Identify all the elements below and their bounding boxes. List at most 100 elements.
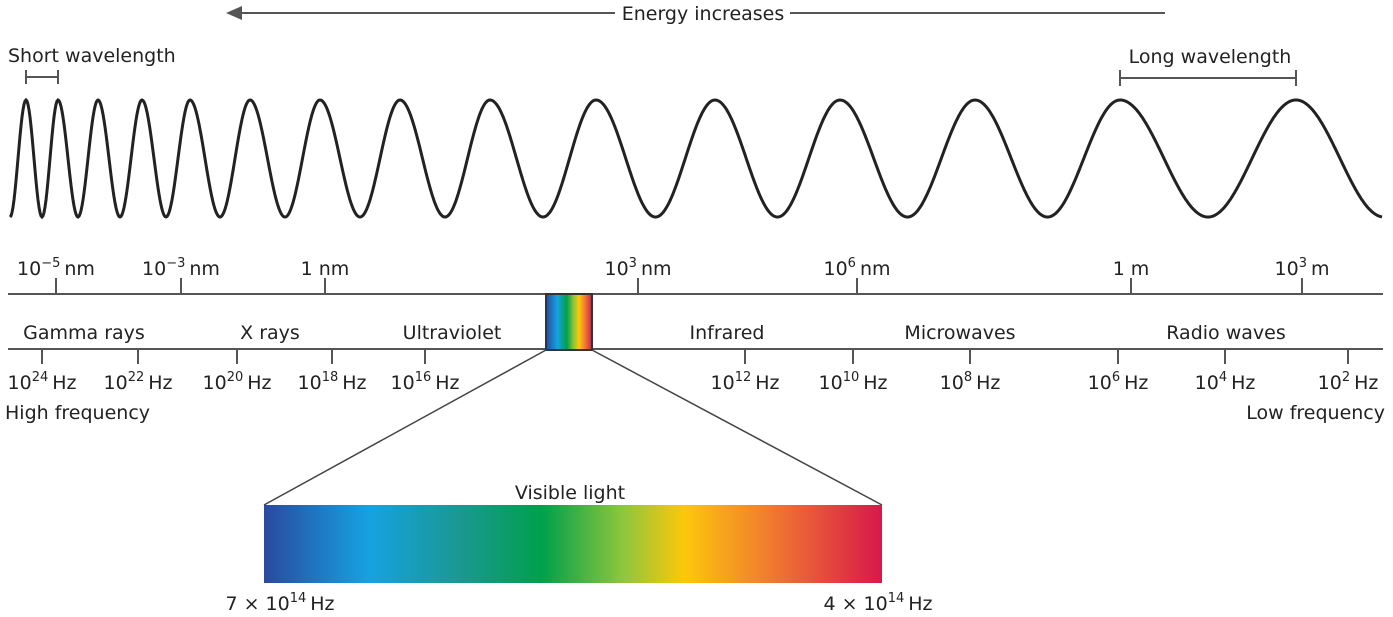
label: 1022 Hz [104, 370, 173, 394]
arrow-head [226, 6, 242, 20]
label: 4 × 1014 Hz [823, 591, 932, 615]
label: 1024 Hz [8, 370, 77, 394]
base: 10 [1088, 372, 1112, 394]
exponent: 4 [1219, 370, 1227, 385]
label: 106 nm [823, 256, 890, 280]
band-label: Microwaves [904, 322, 1015, 344]
base: 10 [604, 258, 628, 280]
label: 1016 Hz [391, 370, 460, 394]
exponent: 6 [848, 256, 856, 271]
unit: nm [641, 258, 672, 280]
exponent: 18 [322, 370, 339, 385]
label: 10−5 nm [17, 256, 95, 280]
base: 10 [298, 372, 322, 394]
base: 10 [391, 372, 415, 394]
exponent: 3 [1299, 256, 1307, 271]
base: 10 [266, 593, 290, 615]
band-label: Radio waves [1166, 322, 1285, 344]
low-frequency: Low frequency [1246, 402, 1385, 424]
base: 10 [1318, 372, 1342, 394]
label: 103 m [1275, 256, 1330, 280]
band-label: Ultraviolet [403, 322, 502, 344]
exponent: 10 [843, 370, 860, 385]
unit: nm [319, 258, 350, 280]
base: 10 [203, 372, 227, 394]
wave [8, 97, 1383, 220]
label: 104 Hz [1195, 370, 1256, 394]
label: 103 nm [604, 256, 671, 280]
exponent: 14 [290, 591, 307, 606]
visible-title: Visible light [515, 482, 625, 504]
unit: Hz [247, 372, 271, 394]
base: 10 [104, 372, 128, 394]
base: 10 [1195, 372, 1219, 394]
energy-label: Energy increases [622, 3, 785, 25]
unit: Hz [435, 372, 459, 394]
label: 106 Hz [1088, 370, 1149, 394]
label: 1010 Hz [819, 370, 888, 394]
visible-spectrum [264, 505, 882, 583]
unit: Hz [148, 372, 172, 394]
bracket [25, 70, 59, 84]
exponent: 8 [964, 370, 972, 385]
unit: nm [189, 258, 220, 280]
base: 10 [8, 372, 32, 394]
bracket [1119, 70, 1297, 86]
coefficient: 7 × [225, 593, 259, 615]
exponent: 12 [735, 370, 752, 385]
zoom-line [263, 349, 547, 506]
unit: m [1311, 258, 1330, 280]
base: 10 [142, 258, 166, 280]
high-frequency: High frequency [5, 402, 150, 424]
exponent: 2 [1342, 370, 1350, 385]
unit: Hz [976, 372, 1000, 394]
unit: m [1131, 258, 1150, 280]
exponent: 6 [1112, 370, 1120, 385]
visible-band [545, 293, 593, 351]
short-wavelength-label: Short wavelength [8, 45, 176, 67]
base: 10 [940, 372, 964, 394]
unit: Hz [342, 372, 366, 394]
exponent: 16 [415, 370, 432, 385]
unit: Hz [310, 593, 334, 615]
label: 1018 Hz [298, 370, 367, 394]
coefficient: 4 × [823, 593, 857, 615]
unit: Hz [52, 372, 76, 394]
label: 102 Hz [1318, 370, 1379, 394]
unit: Hz [1231, 372, 1255, 394]
exponent: 20 [227, 370, 244, 385]
exponent: 24 [32, 370, 49, 385]
base: 10 [17, 258, 41, 280]
label: 1020 Hz [203, 370, 272, 394]
exponent: 22 [128, 370, 145, 385]
zoom-line [591, 349, 883, 506]
unit: Hz [755, 372, 779, 394]
unit: Hz [863, 372, 887, 394]
exponent: −5 [41, 256, 60, 271]
base: 10 [819, 372, 843, 394]
band-label: Infrared [690, 322, 765, 344]
label: 1012 Hz [711, 370, 780, 394]
label: 108 Hz [940, 370, 1001, 394]
base: 1 [1113, 258, 1125, 280]
band-label: Gamma rays [23, 322, 145, 344]
unit: Hz [1354, 372, 1378, 394]
unit: Hz [1124, 372, 1148, 394]
base: 10 [711, 372, 735, 394]
label: 7 × 1014 Hz [225, 591, 334, 615]
base: 1 [301, 258, 313, 280]
label: 10−3 nm [142, 256, 220, 280]
exponent: −3 [166, 256, 185, 271]
exponent: 14 [888, 591, 905, 606]
base: 10 [864, 593, 888, 615]
base: 10 [1275, 258, 1299, 280]
unit: Hz [908, 593, 932, 615]
band-label: X rays [240, 322, 300, 344]
label: 1 nm [301, 258, 350, 280]
unit: nm [860, 258, 891, 280]
unit: nm [64, 258, 95, 280]
long-wavelength-label: Long wavelength [1129, 46, 1292, 68]
exponent: 3 [629, 256, 637, 271]
